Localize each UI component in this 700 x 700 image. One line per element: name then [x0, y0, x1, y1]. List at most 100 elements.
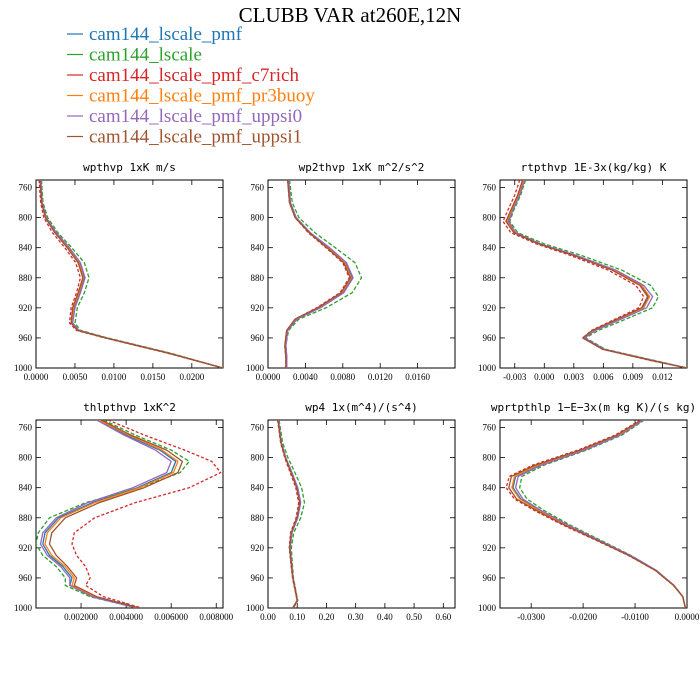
- series-line-cam144_lscale_pmf: [507, 180, 687, 368]
- legend-entry: cam144_lscale_pmf_pr3buoy: [89, 86, 315, 107]
- y-tick-label: 920: [19, 543, 33, 553]
- series-line-cam144_lscale_pmf_c7rich: [502, 180, 687, 368]
- legend-entry: cam144_lscale_pmf_uppsi0: [89, 106, 302, 127]
- series-line-cam144_lscale: [285, 180, 363, 368]
- series-group: [284, 180, 363, 368]
- x-tick-label: 0.30: [348, 612, 364, 622]
- y-tick-label: 760: [251, 423, 265, 433]
- chart-panel: wp2thvp 1xK m^2/s^2 760 800 840 880 920 960 100…: [246, 161, 456, 382]
- series-line-cam144_lscale_pmf: [40, 180, 223, 368]
- plot-frame: [267, 179, 456, 369]
- plot-frame: [499, 419, 688, 609]
- y-tick-label: 960: [251, 573, 265, 583]
- panel-title: wp4 1x(m^4)/(s^4): [305, 401, 418, 414]
- x-tick-label: 0.008000: [199, 612, 233, 622]
- x-tick-label: 0.006000: [154, 612, 188, 622]
- legend-entry: cam144_lscale_pmf_uppsi1: [89, 127, 302, 148]
- series-group: [276, 420, 306, 608]
- panels: wpthvp 1xK m/s76080084088092096010000.00…: [14, 161, 700, 622]
- plot-frame: [35, 419, 224, 609]
- x-tick-label: 0.50: [406, 612, 422, 622]
- chart-panel: rtpthvp 1E-3x(kg/kg) K 760 800 840 880 920 960…: [478, 161, 688, 382]
- y-tick-label: 880: [19, 513, 33, 523]
- series-line-cam144_lscale_pmf_uppsi1: [48, 420, 184, 608]
- x-tick-label: 0.003: [564, 372, 585, 382]
- y-tick-label: 1000: [246, 603, 265, 613]
- series-line-cam144_lscale_pmf_uppsi0: [40, 180, 223, 368]
- x-tick-label: 0.006: [593, 372, 614, 382]
- y-tick-label: 880: [483, 513, 497, 523]
- series-line-cam144_lscale_pmf_uppsi0: [39, 420, 172, 608]
- series-line-cam144_lscale_pmf: [512, 420, 687, 608]
- figure-title: CLUBB VAR at260E,12N: [239, 3, 462, 27]
- series-line-cam144_lscale_pmf_uppsi0: [508, 180, 687, 368]
- y-tick-label: 760: [251, 183, 265, 193]
- series-line-cam144_lscale_pmf: [42, 420, 177, 608]
- y-tick-label: 920: [251, 543, 265, 553]
- y-tick-label: 840: [483, 243, 497, 253]
- series-line-cam144_lscale_pmf_uppsi0: [514, 420, 687, 608]
- y-tick-label: 840: [251, 483, 265, 493]
- legend-entry: cam144_lscale_pmf_c7rich: [89, 65, 299, 86]
- y-tick-label: 800: [251, 213, 265, 223]
- x-tick-label: -0.0200: [569, 612, 597, 622]
- y-tick-label: 840: [483, 483, 497, 493]
- chart-panel: thlpthvp 1xK^2 760 800 840 880 920 960 1000 0.00…: [14, 401, 234, 622]
- x-tick-label: -0.003: [503, 372, 527, 382]
- y-tick-label: 1000: [14, 603, 33, 613]
- series-line-cam144_lscale_pmf_pr3buoy: [511, 420, 687, 608]
- chart-panel: wp4 1x(m^4)/(s^4) 760 800 840 880 920 960 1000 0…: [246, 401, 456, 622]
- series-line-cam144_lscale_pmf: [285, 180, 353, 368]
- x-tick-label: 0.004000: [109, 612, 143, 622]
- y-tick-label: 960: [251, 333, 265, 343]
- y-tick-label: 800: [19, 213, 33, 223]
- panel-title: rtpthvp 1E-3x(kg/kg) K: [521, 161, 667, 174]
- y-tick-label: 760: [483, 423, 497, 433]
- series-group: [505, 420, 687, 608]
- x-tick-label: 0.0080: [330, 372, 355, 382]
- x-tick-label: 0.40: [377, 612, 393, 622]
- chart-panel: wprtpthlp 1−E−3x(m kg K)/(s kg) 760 800 840…: [478, 401, 700, 622]
- x-tick-label: 0.0120: [368, 372, 393, 382]
- series-line-cam144_lscale_pmf_uppsi1: [505, 180, 687, 368]
- y-tick-label: 800: [483, 213, 497, 223]
- y-tick-label: 880: [251, 513, 265, 523]
- y-tick-label: 1000: [14, 363, 33, 373]
- x-tick-label: 0.60: [435, 612, 451, 622]
- y-tick-label: 960: [483, 573, 497, 583]
- x-tick-label: 0.20: [319, 612, 335, 622]
- series-line-cam144_lscale_pmf_c7rich: [38, 180, 223, 368]
- y-tick-label: 880: [483, 273, 497, 283]
- x-tick-label: 0.0000: [675, 612, 700, 622]
- y-tick-label: 920: [19, 303, 33, 313]
- x-tick-label: 0.0000: [256, 372, 281, 382]
- series-line-cam144_lscale: [40, 180, 223, 368]
- x-tick-label: 0.009: [623, 372, 644, 382]
- y-tick-label: 800: [251, 453, 265, 463]
- panel-title: thlpthvp 1xK^2: [83, 401, 176, 414]
- x-tick-label: 0.0050: [63, 372, 88, 382]
- x-tick-label: 0.0040: [293, 372, 318, 382]
- y-tick-label: 760: [483, 183, 497, 193]
- y-tick-label: 960: [19, 333, 33, 343]
- y-tick-label: 1000: [246, 363, 265, 373]
- legend: cam144_lscale_pmfcam144_lscalecam144_lsc…: [67, 24, 315, 148]
- y-tick-label: 840: [19, 483, 33, 493]
- y-tick-label: 840: [251, 243, 265, 253]
- panel-title: wprtpthlp 1−E−3x(m kg K)/(s kg): [491, 401, 696, 414]
- y-tick-label: 840: [19, 243, 33, 253]
- series-line-cam144_lscale_pmf_pr3buoy: [506, 180, 687, 368]
- y-tick-label: 920: [483, 543, 497, 553]
- y-tick-label: 880: [251, 273, 265, 283]
- x-tick-label: 0.10: [289, 612, 305, 622]
- y-tick-label: 960: [483, 333, 497, 343]
- y-tick-label: 920: [483, 303, 497, 313]
- legend-entry: cam144_lscale_pmf: [89, 24, 243, 45]
- y-tick-label: 800: [19, 453, 33, 463]
- series-line-cam144_lscale_pmf_c7rich: [71, 420, 222, 608]
- plot-frame: [35, 179, 224, 369]
- series-line-cam144_lscale_pmf_uppsi1: [277, 420, 301, 608]
- y-tick-label: 760: [19, 183, 33, 193]
- series-line-cam144_lscale_pmf_pr3buoy: [285, 180, 352, 368]
